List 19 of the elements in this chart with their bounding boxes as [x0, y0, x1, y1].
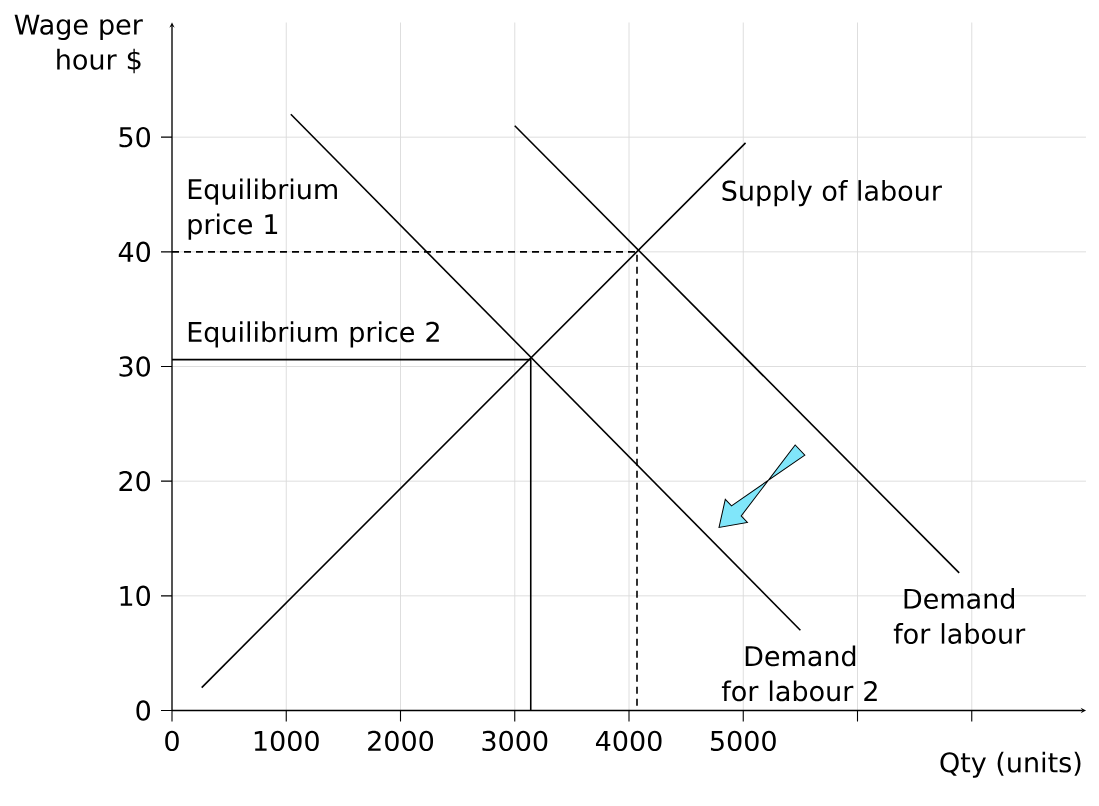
- x-tick-label: 4000: [595, 730, 662, 752]
- x-tick-label: 2000: [368, 730, 434, 752]
- y-axis-title: Wage per hour $: [14, 14, 143, 74]
- x-tick-label: 3000: [482, 730, 548, 752]
- x-tick-label: 1000: [254, 730, 319, 752]
- y-tick-label: 10: [120, 585, 150, 607]
- x-tick-label: 0: [165, 730, 179, 752]
- y-tick-label: 20: [119, 470, 150, 492]
- annotation: Equilibrium price 2: [188, 321, 439, 348]
- x-tick-label: 5000: [710, 730, 776, 752]
- y-tick-label: 50: [119, 126, 150, 148]
- series-label: Demand for labour 2: [721, 645, 877, 702]
- series-label: Supply of labour: [722, 180, 942, 207]
- y-tick-label: 40: [118, 241, 150, 263]
- annotation: Equilibrium price 1: [188, 178, 337, 240]
- y-tick-label: 30: [119, 356, 150, 377]
- x-axis-title: Qty (units): [940, 751, 1081, 778]
- series-label: Demand for labour: [893, 588, 1026, 644]
- y-tick-label: 0: [136, 700, 151, 721]
